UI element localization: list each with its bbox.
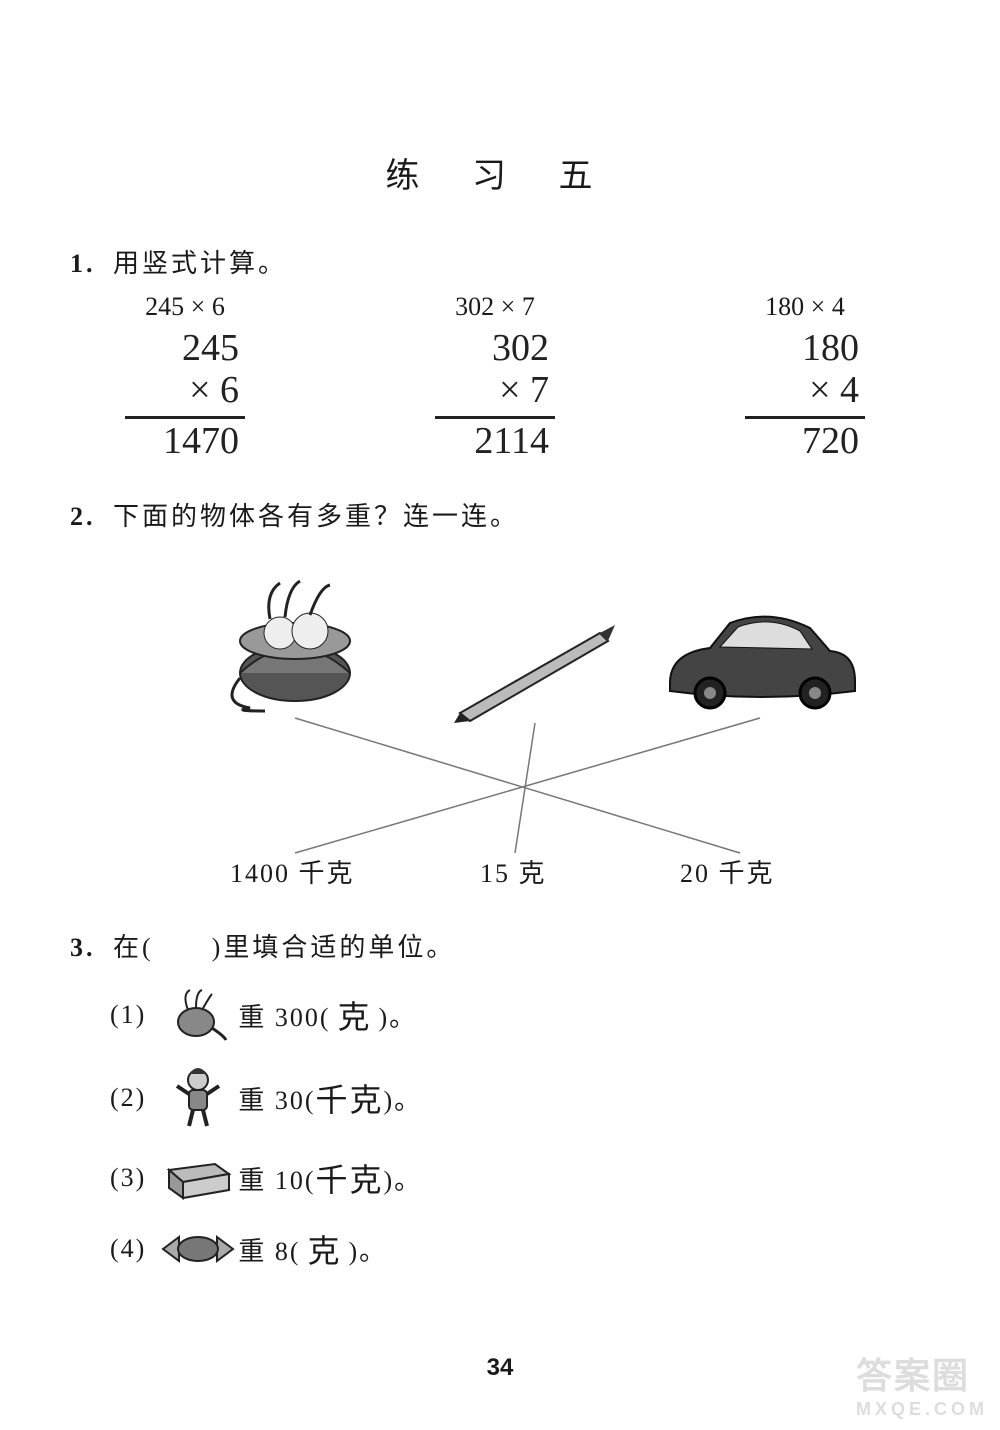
sub-3-answer: 千克 xyxy=(316,1155,384,1201)
sub-1-index: (1) xyxy=(110,1000,146,1030)
problem-1-text: 用竖式计算。 xyxy=(113,249,287,278)
sub-item-2: (2) 重 30( 千克 )。 xyxy=(110,1066,930,1130)
sub-2-index: (2) xyxy=(110,1083,146,1113)
problem-1: 1. 用竖式计算。 245 × 6 245 × 6 1470 302 × 7 3… xyxy=(70,243,930,462)
calc-3-rule xyxy=(745,416,865,419)
problem-3-number: 3. xyxy=(70,933,96,962)
calc-2: 302 × 7 302 × 7 2114 xyxy=(410,292,580,462)
sub-2-post: )。 xyxy=(384,1080,423,1117)
problem-1-number: 1. xyxy=(70,249,96,278)
sub-item-1: (1) 重 300( 克 )。 xyxy=(110,988,930,1042)
sub-item-4: (4) 重 8( 克 )。 xyxy=(110,1226,930,1272)
calc-2-rule xyxy=(435,416,555,419)
label-15g: 15 克 xyxy=(480,853,547,890)
label-1400kg: 1400 千克 xyxy=(230,853,355,890)
match-line-2 xyxy=(295,718,760,853)
calc-2-mult: × 7 xyxy=(435,370,555,412)
problem-2-stem: 2. 下面的物体各有多重？连一连。 xyxy=(70,496,930,533)
sub-3-index: (3) xyxy=(110,1163,146,1193)
problem-3: 3. 在( )里填合适的单位。 (1) 重 300( 克 )。 (2) xyxy=(70,927,930,1272)
sub-1-pre: 重 300( xyxy=(238,997,330,1034)
calc-2-work: 302 × 7 2114 xyxy=(435,328,555,462)
problem-2-text: 下面的物体各有多重？连一连。 xyxy=(113,502,519,531)
calc-1-result: 1470 xyxy=(125,421,245,463)
problem-3-text: 在( )里填合适的单位。 xyxy=(113,933,455,962)
sub-2-answer: 千克 xyxy=(316,1075,384,1121)
calc-3-work: 180 × 4 720 xyxy=(745,328,865,462)
sub-4-index: (4) xyxy=(110,1234,146,1264)
calc-3-result: 720 xyxy=(745,421,865,463)
calc-1-work: 245 × 6 1470 xyxy=(125,328,245,462)
problem-2: 2. 下面的物体各有多重？连一连。 xyxy=(70,496,930,893)
page-number: 34 xyxy=(0,1354,1000,1382)
calc-2-expression: 302 × 7 xyxy=(455,292,535,322)
sub-3-post: )。 xyxy=(384,1160,423,1197)
calc-1: 245 × 6 245 × 6 1470 xyxy=(100,292,270,462)
boy-icon xyxy=(158,1066,238,1130)
calc-1-mult: × 6 xyxy=(125,370,245,412)
calc-row: 245 × 6 245 × 6 1470 302 × 7 302 × 7 211… xyxy=(70,292,930,462)
sub-1-answer: 克 xyxy=(331,992,379,1038)
calc-1-expression: 245 × 6 xyxy=(145,292,225,322)
basket-icon xyxy=(210,563,380,713)
label-20kg: 20 千克 xyxy=(680,853,775,890)
sub-4-pre: 重 8( xyxy=(238,1231,300,1268)
car-icon xyxy=(660,603,860,713)
candy-icon xyxy=(158,1231,238,1267)
problem-1-stem: 1. 用竖式计算。 xyxy=(70,243,930,280)
calc-3-mult: × 4 xyxy=(745,370,865,412)
radish-icon xyxy=(158,988,238,1042)
problem-3-list: (1) 重 300( 克 )。 (2) xyxy=(70,988,930,1272)
sub-1-post: )。 xyxy=(379,997,418,1034)
calc-3-expression: 180 × 4 xyxy=(765,292,845,322)
sub-4-post: )。 xyxy=(349,1231,388,1268)
sub-item-3: (3) 重 10( 千克 )。 xyxy=(110,1154,930,1202)
calc-2-result: 2114 xyxy=(435,421,555,463)
calc-3-top: 180 xyxy=(745,328,865,370)
sub-2-pre: 重 30( xyxy=(238,1080,315,1117)
calc-2-top: 302 xyxy=(435,328,555,370)
calc-1-rule xyxy=(125,416,245,419)
pencil-icon xyxy=(450,623,620,723)
sub-3-pre: 重 10( xyxy=(238,1160,315,1197)
calc-3: 180 × 4 180 × 4 720 xyxy=(720,292,890,462)
watermark-main: 答案圈 xyxy=(856,1355,970,1396)
watermark: 答案圈 MXQE.COM xyxy=(856,1347,988,1420)
sub-4-answer: 克 xyxy=(301,1226,349,1272)
problem-3-stem: 3. 在( )里填合适的单位。 xyxy=(70,927,930,964)
watermark-sub: MXQE.COM xyxy=(856,1399,988,1420)
calc-1-top: 245 xyxy=(125,328,245,370)
page-title: 练 习 五 xyxy=(70,148,930,197)
box-icon xyxy=(158,1154,238,1202)
problem-2-number: 2. xyxy=(70,502,96,531)
matching-area: 1400 千克 15 克 20 千克 xyxy=(120,553,880,893)
